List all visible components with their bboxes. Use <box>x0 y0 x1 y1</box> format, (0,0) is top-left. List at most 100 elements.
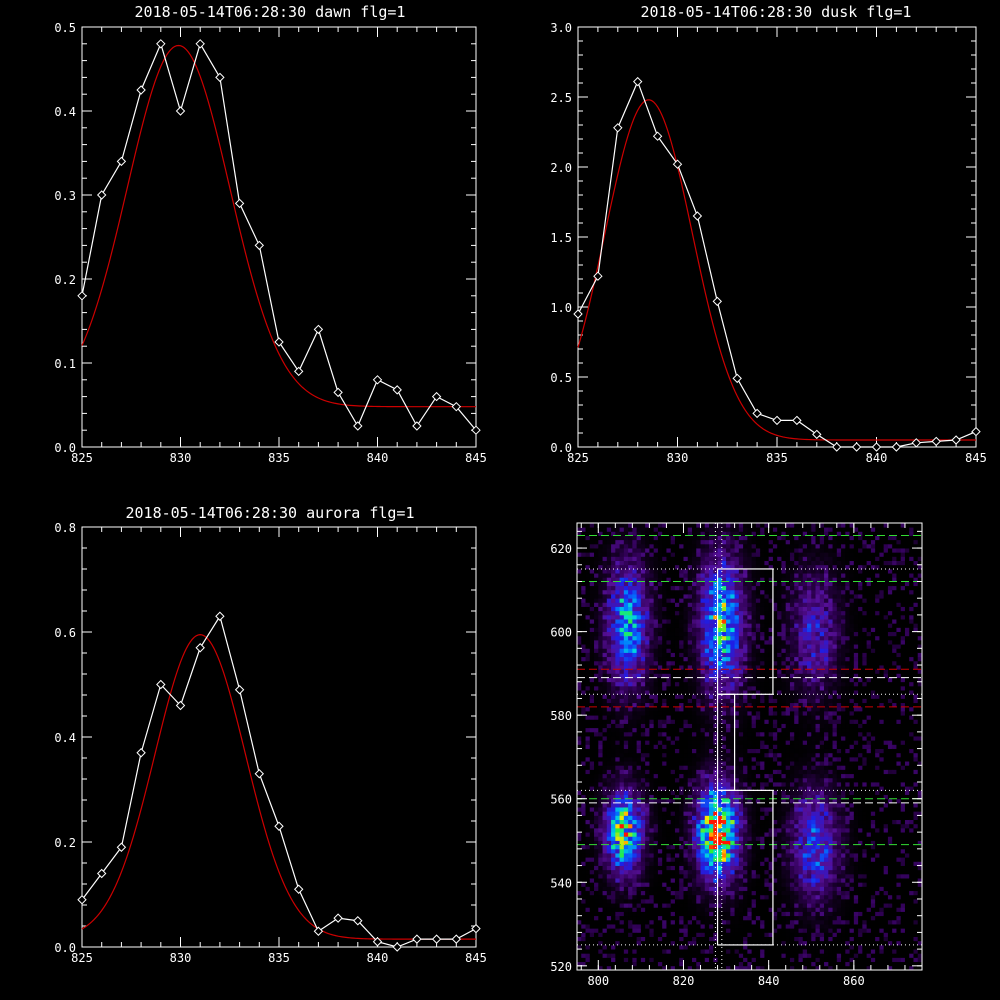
heatmap-cell <box>704 890 710 896</box>
heatmap-cell <box>619 765 625 770</box>
heatmap-cell <box>674 761 680 766</box>
heatmap-cell <box>657 723 663 729</box>
heatmap-cell <box>751 527 757 532</box>
heatmap-cell <box>598 589 603 595</box>
heatmap-cell <box>700 861 706 866</box>
heatmap-cell <box>649 589 655 595</box>
heatmap-cell <box>700 631 706 637</box>
heatmap-cell <box>581 794 586 800</box>
heatmap-cell <box>674 886 680 892</box>
heatmap-cell <box>640 932 646 937</box>
heatmap-cell <box>721 568 727 574</box>
heatmap-cell <box>713 548 718 553</box>
heatmap-cell <box>585 652 591 658</box>
heatmap-cell <box>581 836 586 841</box>
heatmap-cell <box>623 953 629 958</box>
heatmap-cell <box>645 836 650 841</box>
heatmap-cell <box>657 819 663 825</box>
heatmap-cell <box>738 953 744 958</box>
heatmap-cell <box>606 573 612 578</box>
heatmap-cell <box>704 581 710 587</box>
heatmap-cell <box>696 848 701 854</box>
heatmap-cell <box>645 669 650 674</box>
heatmap-cell <box>683 627 689 633</box>
heatmap-cell <box>704 907 710 912</box>
heatmap-cell <box>679 527 684 532</box>
heatmap-cell <box>585 706 591 712</box>
heatmap-cell <box>692 740 697 745</box>
heatmap-cell <box>696 936 701 942</box>
heatmap-cell <box>696 748 701 754</box>
heatmap-cell <box>670 669 676 674</box>
heatmap-cell <box>636 523 642 528</box>
heatmap-cell <box>666 577 672 582</box>
heatmap-cell <box>755 815 761 821</box>
heatmap-cell <box>730 815 735 821</box>
heatmap-cell <box>751 677 757 683</box>
heatmap-cell <box>704 815 710 821</box>
heatmap-cell <box>598 652 603 658</box>
heatmap-cell <box>632 907 638 912</box>
heatmap-cell <box>670 940 676 946</box>
heatmap-cell <box>619 903 625 908</box>
heatmap-cell <box>700 627 706 633</box>
heatmap-cell <box>704 894 710 900</box>
heatmap-cell <box>717 848 723 854</box>
heatmap-cell <box>653 710 659 716</box>
heatmap-cell <box>726 807 731 812</box>
heatmap-cell <box>674 556 680 561</box>
heatmap-cell <box>747 706 753 712</box>
heatmap-cell <box>606 673 612 678</box>
heatmap-cell <box>619 631 625 637</box>
heatmap-cell <box>726 673 731 678</box>
heatmap-cell <box>734 878 740 883</box>
heatmap-cell <box>653 685 659 691</box>
heatmap-cell <box>640 581 646 587</box>
heatmap-cell <box>632 752 638 758</box>
heatmap-cell <box>666 652 672 658</box>
heatmap-cell <box>717 527 723 532</box>
heatmap-cell <box>649 961 655 967</box>
heatmap-cell <box>700 740 706 745</box>
heatmap-cell <box>653 715 659 720</box>
heatmap-cell <box>738 710 744 716</box>
heatmap-cell <box>743 564 748 570</box>
heatmap-cell <box>700 865 706 871</box>
heatmap-cell <box>640 556 646 561</box>
heatmap-cell <box>704 965 710 971</box>
heatmap-cell <box>589 878 595 883</box>
heatmap-cell <box>683 853 689 858</box>
heatmap-cell <box>581 752 586 758</box>
heatmap-cell <box>645 606 650 612</box>
heatmap-cell <box>645 873 650 879</box>
heatmap-cell <box>632 573 638 578</box>
heatmap-cell <box>636 573 642 578</box>
heatmap-cell <box>687 690 693 695</box>
heatmap-cell <box>670 543 676 549</box>
heatmap-cell <box>606 719 612 724</box>
heatmap-cell <box>743 853 748 858</box>
heatmap-cell <box>674 819 680 825</box>
heatmap-cell <box>743 949 748 954</box>
heatmap-cell <box>611 660 616 666</box>
heatmap-cell <box>704 727 710 733</box>
heatmap-cell <box>709 865 714 871</box>
heatmap-cell <box>683 548 689 553</box>
heatmap-cell <box>679 761 684 766</box>
heatmap-cell <box>670 744 676 749</box>
heatmap-cell <box>730 723 735 729</box>
heatmap-cell <box>662 602 667 607</box>
heatmap-cell <box>709 535 714 541</box>
heatmap-cell <box>743 848 748 854</box>
heatmap-cell <box>598 915 603 921</box>
heatmap-cell <box>577 798 582 804</box>
heatmap-cell <box>577 769 582 775</box>
heatmap-cell <box>653 681 659 687</box>
heatmap-cell <box>700 602 706 607</box>
heatmap-cell <box>577 848 582 854</box>
heatmap-cell <box>598 660 603 666</box>
heatmap-cell <box>657 936 663 942</box>
heatmap-cell <box>666 853 672 858</box>
heatmap-cell <box>730 936 735 942</box>
heatmap-cell <box>653 936 659 942</box>
